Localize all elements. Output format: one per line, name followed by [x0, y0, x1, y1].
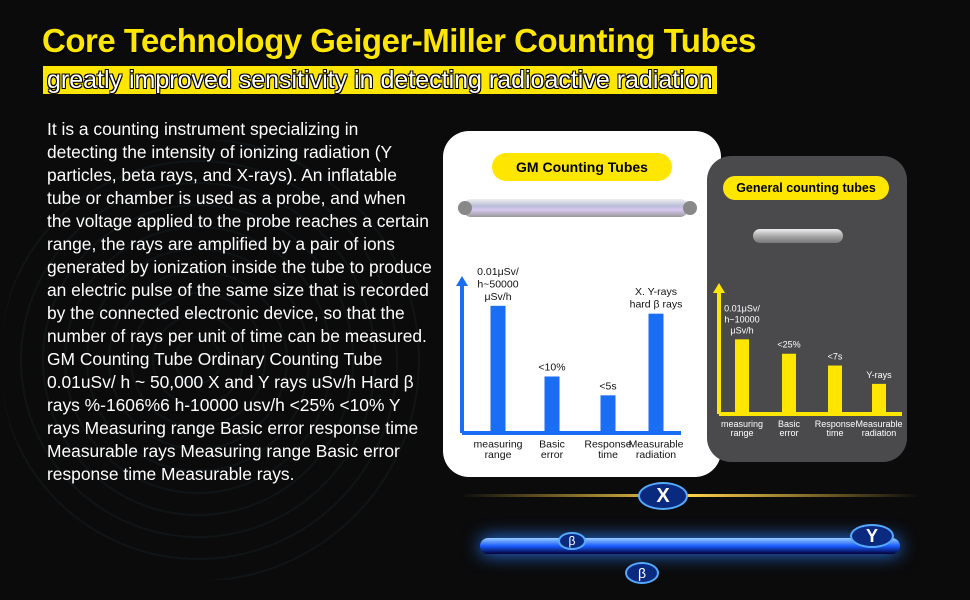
description-text: It is a counting instrument specializing… [47, 119, 432, 484]
x-tick-label: measuring [721, 419, 763, 429]
data-label: μSv/h [484, 291, 511, 303]
glow-line [460, 494, 920, 497]
x-tick-label: range [485, 449, 512, 461]
data-label: <10% [538, 361, 565, 373]
x-tick-label: Measurable [629, 439, 684, 451]
bar [735, 339, 749, 414]
data-label: h~50000 [477, 278, 518, 290]
x-tick-label: Basic [539, 439, 565, 451]
bar [782, 353, 796, 414]
x-tick-label: time [826, 428, 843, 438]
gm-tube-card: GM Counting Tubes 0.01μSv/h~50000 μSv/h me… [443, 131, 721, 477]
x-tick-label: Response [584, 439, 631, 451]
x-tick-label: range [730, 428, 753, 438]
y-axis-arrow [456, 276, 468, 286]
data-label: 0.01μSv/ [477, 266, 519, 278]
beta-ray-badge: β [625, 562, 659, 584]
tube-cap-left [458, 201, 472, 215]
page-title: Core Technology Geiger-Miller Counting T… [42, 22, 756, 59]
general-tube-image [753, 229, 843, 243]
x-ray-badge: X [638, 482, 688, 510]
data-label: 0.01μSv/ [724, 303, 760, 313]
x-tick-label: Response [815, 419, 856, 429]
bar [828, 365, 842, 414]
y-ray-badge: Y [850, 524, 894, 548]
background-pattern [0, 140, 440, 580]
bar [544, 376, 560, 433]
x-tick-label: time [598, 449, 618, 461]
tube-cap-right [683, 201, 697, 215]
x-tick-label: Measurable [855, 419, 902, 429]
data-label: Y-rays [866, 370, 892, 380]
data-label: <25% [777, 340, 800, 350]
data-label: X. Y-rays [635, 286, 677, 298]
x-tick-label: measuring [473, 439, 522, 451]
x-tick-label: radiation [862, 428, 897, 438]
data-label: hard β rays [630, 299, 683, 311]
gm-tube-image [463, 199, 688, 217]
x-tick-label: error [541, 449, 564, 461]
page-subtitle: greatly improved sensitivity in detectin… [43, 66, 717, 94]
chart-title: GM Counting Tubes [492, 153, 672, 181]
x-tick-label: error [779, 428, 798, 438]
general-tube-card: General counting tubes 0.01μSv/h~10000 μS… [707, 156, 907, 462]
bar [648, 313, 664, 433]
x-tick-label: radiation [636, 449, 676, 461]
chart-title: General counting tubes [723, 176, 889, 200]
data-label: h~10000 [724, 314, 759, 324]
beta-ray-badge: β [558, 532, 586, 550]
y-axis-arrow [713, 283, 725, 293]
bar [490, 305, 506, 433]
x-tick-label: Basic [778, 419, 801, 429]
data-label: <7s [828, 352, 843, 362]
data-label: <5s [599, 380, 616, 392]
data-label: μSv/h [730, 325, 753, 335]
bar [872, 383, 886, 414]
glowing-tube [480, 538, 900, 554]
bar [600, 395, 616, 433]
tube-illustration: X Y β β [460, 480, 920, 596]
